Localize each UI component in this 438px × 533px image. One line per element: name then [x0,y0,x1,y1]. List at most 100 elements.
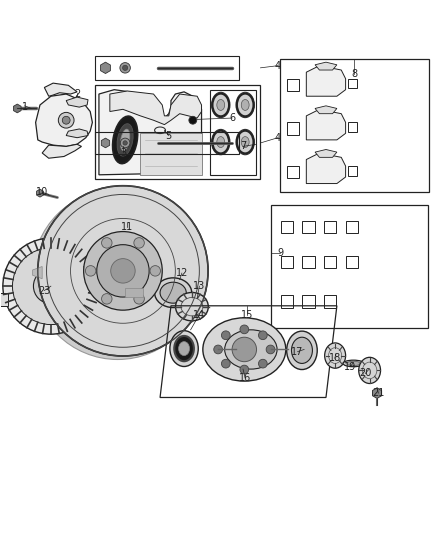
Text: 19: 19 [344,362,356,372]
Bar [287,166,299,179]
Text: 10: 10 [36,187,48,197]
Text: 3: 3 [120,148,126,158]
Ellipse shape [343,360,364,367]
Text: 18: 18 [328,353,341,363]
Ellipse shape [236,130,254,155]
Polygon shape [66,97,88,107]
Text: 23: 23 [38,286,50,295]
Ellipse shape [160,282,186,303]
Polygon shape [110,91,201,125]
Circle shape [3,238,99,334]
Ellipse shape [241,100,249,110]
Polygon shape [37,189,43,197]
Text: 1: 1 [21,102,28,112]
Polygon shape [372,388,381,398]
Bar [95,85,261,179]
Ellipse shape [203,318,286,381]
Ellipse shape [174,336,194,361]
Bar [272,205,427,328]
Ellipse shape [236,92,254,118]
Bar [302,295,314,308]
Circle shape [214,345,223,354]
Ellipse shape [113,116,138,164]
Circle shape [32,189,203,359]
Circle shape [102,238,112,248]
Circle shape [111,259,135,283]
Polygon shape [14,104,21,113]
Polygon shape [306,109,346,140]
Polygon shape [315,62,337,70]
Text: 21: 21 [372,388,385,398]
Text: 9: 9 [277,248,283,259]
Ellipse shape [225,330,277,369]
Ellipse shape [170,330,198,367]
Polygon shape [42,144,81,158]
Circle shape [33,269,68,304]
Text: 5: 5 [166,131,172,141]
Circle shape [134,238,145,248]
Circle shape [266,345,275,354]
Circle shape [123,141,127,145]
Circle shape [150,265,160,276]
Circle shape [85,265,96,276]
Ellipse shape [179,342,190,356]
Text: 12: 12 [176,268,188,278]
Bar [95,132,239,154]
Bar [92,297,108,311]
Bar [210,90,256,175]
Polygon shape [32,266,42,279]
Polygon shape [315,106,337,114]
Text: 13: 13 [193,281,205,291]
Ellipse shape [212,92,230,118]
Text: 2: 2 [74,89,80,99]
Text: 14: 14 [193,310,205,319]
Circle shape [102,294,112,304]
Circle shape [84,231,162,310]
Circle shape [258,331,267,340]
Ellipse shape [325,343,346,368]
Polygon shape [315,149,337,157]
Circle shape [62,116,70,124]
Text: 11: 11 [121,222,134,232]
Bar [348,166,357,176]
Circle shape [134,294,145,304]
Ellipse shape [212,130,230,155]
Bar [281,256,293,268]
Text: 15: 15 [241,310,254,319]
Bar [125,288,143,297]
Ellipse shape [117,124,133,156]
Polygon shape [306,66,346,96]
Text: 7: 7 [240,141,246,151]
Ellipse shape [287,331,317,369]
Circle shape [232,337,257,362]
Text: 20: 20 [359,368,371,378]
Ellipse shape [241,136,249,148]
Bar [348,123,357,132]
Circle shape [97,245,149,297]
Bar [324,295,336,308]
Bar [281,295,293,308]
Polygon shape [306,153,346,183]
Text: 17: 17 [291,346,304,357]
Text: 4: 4 [275,133,281,143]
Circle shape [258,359,267,368]
Circle shape [240,325,249,334]
Polygon shape [101,138,110,148]
Bar [281,221,293,233]
Circle shape [189,116,197,124]
Text: 8: 8 [351,69,357,79]
Circle shape [123,65,128,70]
Circle shape [222,331,230,340]
Polygon shape [66,129,88,138]
Circle shape [58,112,74,128]
Bar [95,55,239,79]
Circle shape [120,62,131,73]
Ellipse shape [347,361,360,366]
Text: 16: 16 [239,373,251,383]
Polygon shape [99,90,201,175]
Circle shape [38,185,208,356]
Ellipse shape [120,129,130,151]
Bar [324,256,336,268]
Bar [324,221,336,233]
Circle shape [120,138,130,148]
